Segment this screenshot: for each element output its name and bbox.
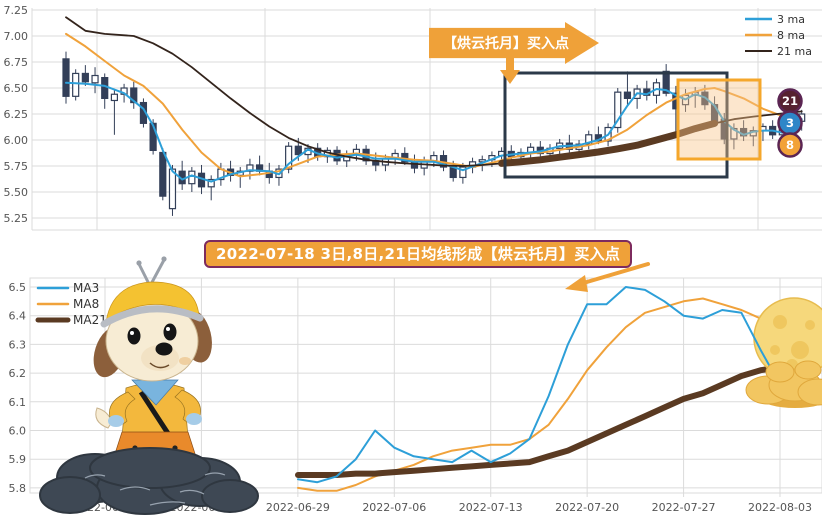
- top-y-tick-label: 6.75: [4, 56, 29, 69]
- golden-cloud-illustration: [745, 360, 822, 408]
- top-y-tick-label: 7.25: [4, 4, 29, 17]
- bottom-y-tick-label: 6.2: [9, 367, 27, 380]
- bottom-x-tick-label: 2022-07-27: [652, 501, 716, 514]
- candle-body: [130, 87, 138, 104]
- bottom-y-tick-label: 5.9: [9, 453, 27, 466]
- bottom-y-tick-label: 6.4: [9, 310, 27, 323]
- candle-body: [101, 76, 109, 99]
- ma3-line-bottom: [297, 286, 801, 484]
- bottom-y-tick-label: 6.0: [9, 425, 27, 438]
- bottom-legend: MA3 MA8 MA21: [35, 281, 107, 327]
- pattern-annotation-banner: 2022-07-18 3日,8日,21日均线形成【烘云托月】买入点: [204, 240, 633, 268]
- candle-body: [168, 168, 177, 210]
- candle-body: [159, 151, 167, 197]
- top-y-tick-label: 6.00: [4, 134, 29, 147]
- candle-body: [149, 122, 157, 151]
- top-legend: 3 ma 8 ma 21 ma: [745, 13, 812, 58]
- top-y-tick-label: 5.75: [4, 160, 29, 173]
- candle-body: [62, 58, 70, 97]
- candle-body: [623, 91, 632, 100]
- top-y-tick-label: 6.50: [4, 82, 29, 95]
- pattern-box-dark: [503, 71, 729, 179]
- buy-point-flag-label: 【烘云托月】买入点: [443, 36, 569, 52]
- candle-body: [110, 93, 119, 102]
- dog-mascot-illustration: [93, 256, 212, 489]
- bottom-x-tick-label: 2022-07-20: [555, 501, 619, 514]
- bottom-y-tick-label: 5.8: [9, 482, 27, 495]
- ma21-line-bottom: [295, 364, 783, 478]
- ma8-line-top: [65, 32, 803, 178]
- candle-body: [614, 91, 622, 129]
- legend-label: 21 ma: [777, 45, 812, 58]
- legend-label: MA3: [73, 281, 99, 295]
- legend-label: MA21: [73, 313, 107, 327]
- legend-label: 3 ma: [777, 13, 805, 26]
- bottom-y-tick-label: 6.1: [9, 396, 27, 409]
- top-y-tick-label: 5.25: [4, 212, 29, 225]
- bottom-x-tick-label: 2022-08-03: [748, 501, 812, 514]
- candle-body: [72, 72, 80, 97]
- candle-body: [294, 145, 302, 156]
- top-candlestick-chart: 7.25 7.00 6.75 6.50 6.25 6.00 5.75 5.50 5.25 3 ma…: [4, 4, 822, 231]
- bottom-y-tick-label: 6.3: [9, 338, 27, 351]
- candle-body: [91, 74, 99, 84]
- candle-body: [285, 145, 293, 170]
- ma3-line-top: [65, 81, 803, 183]
- ma-end-badges: 21 3 8: [777, 88, 803, 158]
- top-y-tick-label: 7.00: [4, 30, 29, 43]
- legend-label: MA8: [73, 297, 99, 311]
- ma-end-badge-label: 3: [786, 116, 794, 130]
- pattern-annotation-text: 2022-07-18 3日,8日,21日均线形成【烘云托月】买入点: [216, 245, 621, 263]
- legend-label: 8 ma: [777, 29, 805, 42]
- ma-end-badge-8: [777, 132, 803, 158]
- candle-body: [207, 178, 215, 188]
- flag-down-arrow-icon: [500, 58, 520, 84]
- dark-cloud-illustration: [39, 447, 259, 515]
- top-y-tick-label: 5.50: [4, 186, 29, 199]
- ma-end-badge-label: 8: [786, 138, 794, 152]
- bottom-x-tick-label: 2022-06-29: [266, 501, 330, 514]
- bottom-y-tick-label: 6.5: [9, 281, 27, 294]
- bottom-x-tick-label: 2022-07-06: [362, 501, 426, 514]
- annotation-arrow-icon: [565, 262, 650, 292]
- top-y-tick-label: 6.25: [4, 108, 29, 121]
- buy-point-flag: 【烘云托月】买入点: [429, 22, 599, 64]
- candle-body: [662, 70, 670, 94]
- bottom-x-tick-label: 2022-07-13: [459, 501, 523, 514]
- moon-illustration: [753, 297, 822, 379]
- ma-end-badge-label: 21: [782, 94, 798, 108]
- pattern-box-orange: [676, 78, 762, 161]
- candle-body: [81, 72, 89, 83]
- candle-body: [188, 170, 196, 185]
- candle-body: [459, 166, 467, 179]
